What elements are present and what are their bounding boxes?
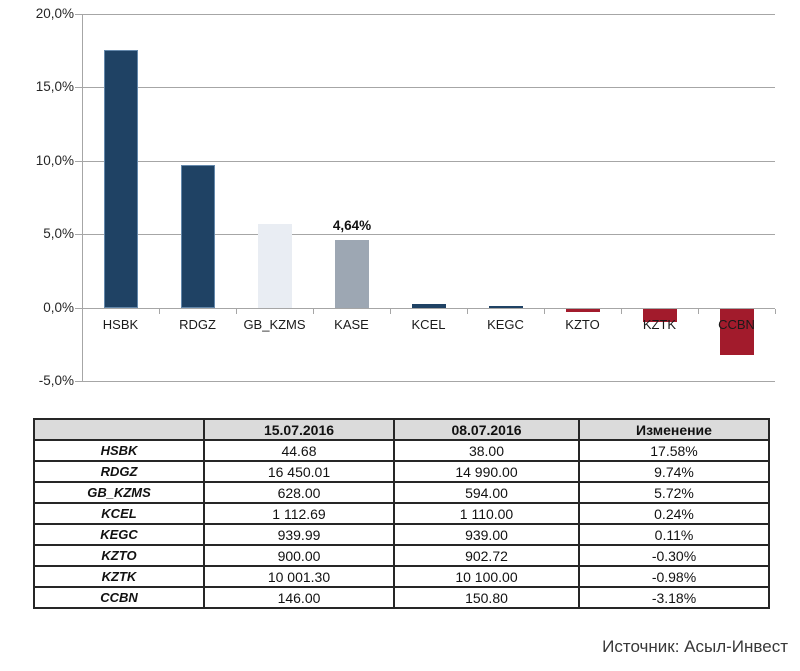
y-axis-tick-15 bbox=[75, 87, 82, 88]
value-cell: 939.00 bbox=[393, 523, 580, 546]
ticker-cell-RDGZ: RDGZ bbox=[33, 460, 205, 483]
table-row-GB_KZMS: GB_KZMS 628.00 594.00 5.72% bbox=[33, 481, 770, 504]
y-axis-tick--5 bbox=[75, 381, 82, 382]
value-cell: 14 990.00 bbox=[393, 460, 580, 483]
x-axis-tick-8 bbox=[698, 309, 699, 314]
x-label-KCEL: KCEL bbox=[411, 317, 446, 332]
x-label-GB_KZMS: GB_KZMS bbox=[243, 317, 306, 332]
table-body: HSBK 44.68 38.00 17.58% RDGZ 16 450.01 14 990.… bbox=[33, 439, 770, 609]
value-cell: 44.68 bbox=[203, 439, 395, 462]
bar-HSBK bbox=[104, 50, 138, 308]
value-cell: 900.00 bbox=[203, 544, 395, 567]
table-row-KCEL: KCEL 1 112.69 1 110.00 0.24% bbox=[33, 502, 770, 525]
bar-GB_KZMS bbox=[258, 224, 292, 308]
y-axis-label-20: 20,0% bbox=[35, 6, 74, 21]
ticker-cell-KEGC: KEGC bbox=[33, 523, 205, 546]
value-cell: 16 450.01 bbox=[203, 460, 395, 483]
value-cell: 5.72% bbox=[578, 481, 770, 504]
value-cell: 0.24% bbox=[578, 502, 770, 525]
ticker-cell-HSBK: HSBK bbox=[33, 439, 205, 462]
weekly-change-bar-chart: HSBK RDGZ GB_KZMS KASE 4,64% KCEL KEGC KZTO KZTK… bbox=[35, 6, 776, 388]
value-cell: 38.00 bbox=[393, 439, 580, 462]
x-label-CCBN: CCBN bbox=[718, 317, 755, 332]
bar-KZTO bbox=[566, 308, 600, 312]
y-axis-label-5: 5,0% bbox=[43, 226, 74, 241]
gridline-15 bbox=[82, 87, 775, 88]
bar-value-label-KASE: 4,64% bbox=[332, 218, 372, 233]
y-axis-tick-20 bbox=[75, 14, 82, 15]
gridline-10 bbox=[82, 161, 775, 162]
value-cell: 9.74% bbox=[578, 460, 770, 483]
x-axis-tick-5 bbox=[467, 309, 468, 314]
x-axis-tick-3 bbox=[313, 309, 314, 314]
value-cell: 10 100.00 bbox=[393, 565, 580, 588]
price-comparison-table: 15.07.2016 08.07.2016 Изменение HSBK 44.68 3… bbox=[33, 418, 770, 609]
value-cell: 1 112.69 bbox=[203, 502, 395, 525]
x-label-KEGC: KEGC bbox=[487, 317, 524, 332]
value-cell: 939.99 bbox=[203, 523, 395, 546]
value-cell: -0.98% bbox=[578, 565, 770, 588]
col-header-ticker bbox=[33, 418, 205, 441]
ticker-cell-GB_KZMS: GB_KZMS bbox=[33, 481, 205, 504]
bar-KASE bbox=[335, 240, 369, 308]
source-caption: Источник: Асыл-Инвест bbox=[602, 637, 788, 656]
chart-plot-area: HSBK RDGZ GB_KZMS KASE 4,64% KCEL KEGC KZTO KZTK… bbox=[82, 14, 776, 382]
value-cell: 1 110.00 bbox=[393, 502, 580, 525]
ticker-cell-KCEL: KCEL bbox=[33, 502, 205, 525]
table-row-KZTO: KZTO 900.00 902.72 -0.30% bbox=[33, 544, 770, 567]
x-axis-tick-9 bbox=[775, 309, 776, 314]
ticker-cell-KZTO: KZTO bbox=[33, 544, 205, 567]
value-cell: 146.00 bbox=[203, 586, 395, 609]
x-axis-tick-2 bbox=[236, 309, 237, 314]
table-row-HSBK: HSBK 44.68 38.00 17.58% bbox=[33, 439, 770, 462]
gridline-20 bbox=[82, 14, 775, 15]
x-label-RDGZ: RDGZ bbox=[179, 317, 216, 332]
y-axis-label--5: -5,0% bbox=[38, 373, 74, 388]
value-cell: 902.72 bbox=[393, 544, 580, 567]
value-cell: 150.80 bbox=[393, 586, 580, 609]
ticker-cell-CCBN: CCBN bbox=[33, 586, 205, 609]
x-label-KZTO: KZTO bbox=[565, 317, 600, 332]
value-cell: 17.58% bbox=[578, 439, 770, 462]
table-row-CCBN: CCBN 146.00 150.80 -3.18% bbox=[33, 586, 770, 609]
value-cell: -0.30% bbox=[578, 544, 770, 567]
table-row-KZTK: KZTK 10 001.30 10 100.00 -0.98% bbox=[33, 565, 770, 588]
table-header-row: 15.07.2016 08.07.2016 Изменение bbox=[33, 418, 770, 441]
col-header-Изменение: Изменение bbox=[578, 418, 770, 441]
ticker-cell-KZTK: KZTK bbox=[33, 565, 205, 588]
value-cell: 628.00 bbox=[203, 481, 395, 504]
y-axis-line bbox=[82, 14, 83, 381]
y-axis-label-0: 0,0% bbox=[43, 300, 74, 315]
y-axis-tick-0 bbox=[75, 308, 82, 309]
table-row-RDGZ: RDGZ 16 450.01 14 990.00 9.74% bbox=[33, 460, 770, 483]
value-cell: -3.18% bbox=[578, 586, 770, 609]
gridline-0 bbox=[82, 308, 775, 309]
value-cell: 594.00 bbox=[393, 481, 580, 504]
col-header-08.07.2016: 08.07.2016 bbox=[393, 418, 580, 441]
x-axis-tick-1 bbox=[159, 309, 160, 314]
x-label-KASE: KASE bbox=[334, 317, 369, 332]
table-header-row: 15.07.2016 08.07.2016 Изменение bbox=[33, 418, 770, 441]
bar-KZTK bbox=[643, 308, 677, 322]
bar-KEGC bbox=[489, 306, 523, 308]
y-axis-tick-10 bbox=[75, 161, 82, 162]
y-axis-tick-5 bbox=[75, 234, 82, 235]
bar-RDGZ bbox=[181, 165, 215, 308]
y-axis-label-15: 15,0% bbox=[35, 79, 74, 94]
gridline--5 bbox=[82, 381, 775, 382]
value-cell: 0.11% bbox=[578, 523, 770, 546]
bar-CCBN bbox=[720, 308, 754, 355]
x-axis-tick-6 bbox=[544, 309, 545, 314]
y-axis-label-10: 10,0% bbox=[35, 153, 74, 168]
x-label-KZTK: KZTK bbox=[642, 317, 677, 332]
bar-KCEL bbox=[412, 304, 446, 308]
x-axis-tick-4 bbox=[390, 309, 391, 314]
gridline-5 bbox=[82, 234, 775, 235]
table-row-KEGC: KEGC 939.99 939.00 0.11% bbox=[33, 523, 770, 546]
x-axis-tick-7 bbox=[621, 309, 622, 314]
x-label-HSBK: HSBK bbox=[102, 317, 139, 332]
col-header-15.07.2016: 15.07.2016 bbox=[203, 418, 395, 441]
value-cell: 10 001.30 bbox=[203, 565, 395, 588]
